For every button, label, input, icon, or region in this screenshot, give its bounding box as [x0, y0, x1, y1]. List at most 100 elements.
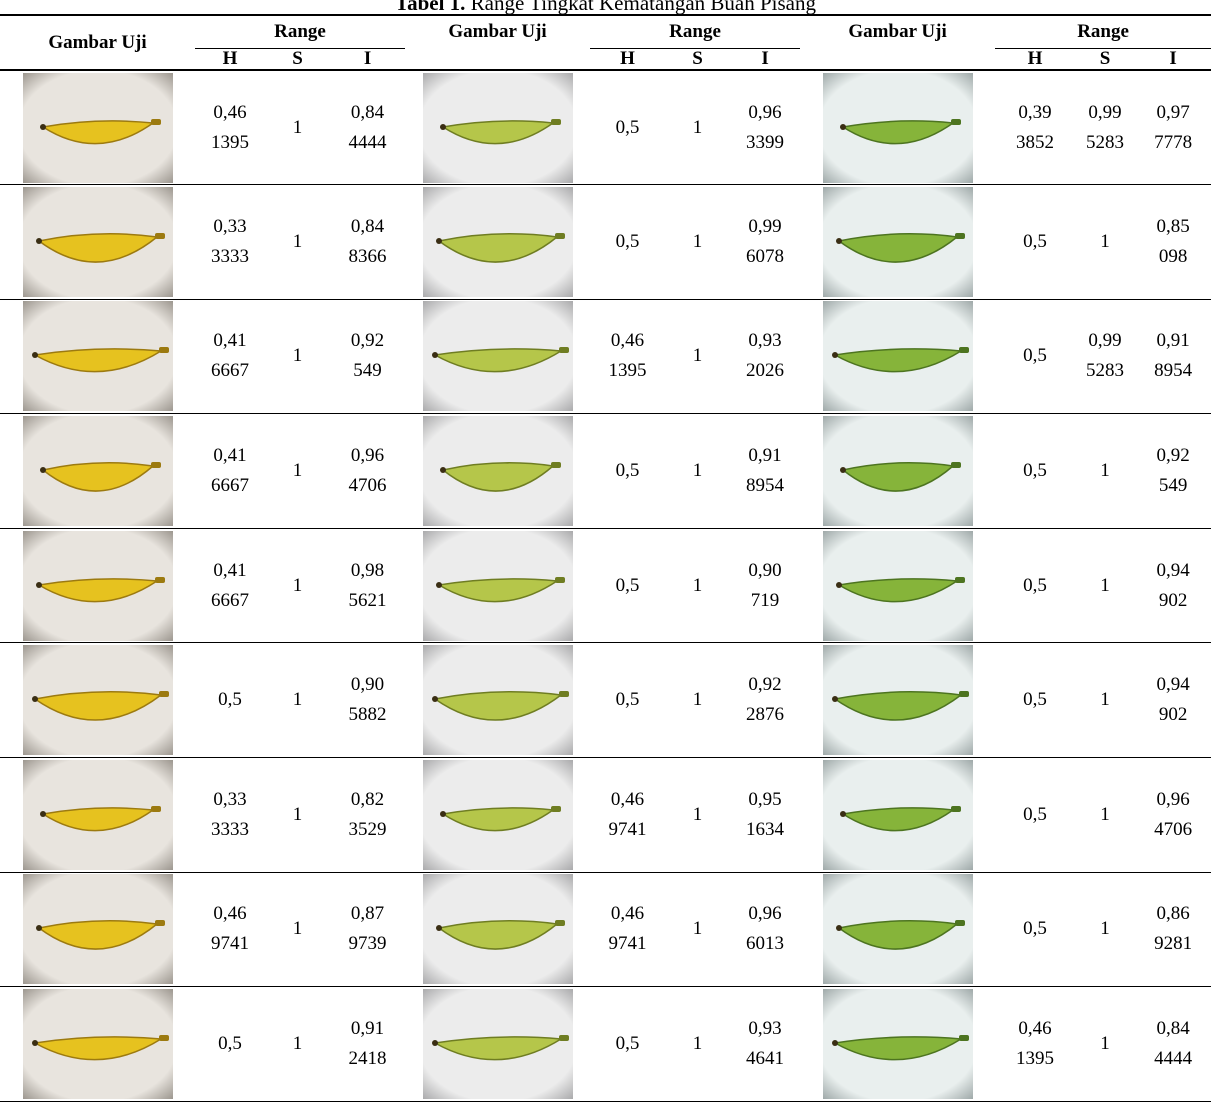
banana-photo [23, 187, 173, 297]
banana-stem [951, 462, 961, 468]
header-cell: I [1135, 49, 1211, 71]
banana-photo [823, 531, 973, 641]
value-cell: 0,934641 [730, 987, 800, 1102]
cell-value: 0,92549 [1153, 441, 1193, 501]
banana-tip [840, 467, 846, 473]
value-cell: 0,912418 [330, 987, 405, 1102]
image-cell [405, 987, 590, 1102]
cell-value: 0,966013 [745, 899, 785, 959]
banana-tip [436, 582, 442, 588]
value-cell: 1 [1075, 414, 1135, 529]
table-row: 0,41666710,9856210,510,907190,510,94902 [0, 528, 1211, 643]
banana-stem [551, 462, 561, 468]
banana-stem [151, 806, 161, 812]
header-cell [405, 49, 590, 71]
banana-tip [36, 238, 42, 244]
image-cell [405, 299, 590, 414]
value-cell: 0,918954 [1135, 299, 1211, 414]
cell-value: 1 [278, 456, 318, 486]
value-cell: 0,869281 [1135, 872, 1211, 987]
value-cell: 0,92549 [1135, 414, 1211, 529]
banana-tip [436, 238, 442, 244]
value-cell: 1 [665, 987, 730, 1102]
banana-photo [423, 301, 573, 411]
banana-photo [823, 187, 973, 297]
value-cell: 1 [1075, 185, 1135, 300]
banana-tip [832, 352, 838, 358]
cell-value: 1 [278, 1029, 318, 1059]
table-title: Tabel 1. Range Tingkat Kematangan Buah P… [0, 0, 1211, 14]
image-cell [800, 758, 995, 873]
banana-stem [555, 577, 565, 583]
cell-value: 0,5 [608, 113, 648, 143]
value-cell: 0,5 [995, 758, 1075, 873]
banana-photo [23, 989, 173, 1099]
value-cell: 0,5 [590, 70, 665, 185]
value-cell: 0,5 [195, 987, 265, 1102]
banana-tip [32, 352, 38, 358]
cell-value: 1 [678, 914, 718, 944]
value-cell: 0,461395 [590, 299, 665, 414]
cell-value: 1 [1085, 1029, 1125, 1059]
value-cell: 0,5 [995, 414, 1075, 529]
value-cell: 0,963399 [730, 70, 800, 185]
cell-value: 0,932026 [745, 326, 785, 386]
cell-value: 1 [278, 571, 318, 601]
banana-photo [23, 760, 173, 870]
cell-value: 0,416667 [210, 441, 250, 501]
banana-stem [155, 920, 165, 926]
value-cell: 0,5 [995, 643, 1075, 758]
image-cell [405, 643, 590, 758]
value-cell: 0,844444 [1135, 987, 1211, 1102]
cell-value: 0,934641 [745, 1014, 785, 1074]
banana-stem [559, 347, 569, 353]
banana-tip [440, 467, 446, 473]
cell-value: 0,823529 [348, 785, 388, 845]
banana-tip [40, 124, 46, 130]
cell-value: 1 [1085, 800, 1125, 830]
cell-value: 0,985621 [348, 556, 388, 616]
value-cell: 0,94902 [1135, 643, 1211, 758]
cell-value: 0,94902 [1153, 670, 1193, 730]
banana-tip [836, 238, 842, 244]
header-row: Gambar Uji Range Gambar Uji Range Gambar… [0, 15, 1211, 49]
value-cell: 1 [265, 185, 330, 300]
value-cell: 0,951634 [730, 758, 800, 873]
cell-value: 0,5 [1015, 800, 1055, 830]
cell-value: 0,333333 [210, 785, 250, 845]
image-cell [0, 414, 195, 529]
value-cell: 1 [665, 70, 730, 185]
cell-value: 1 [1085, 227, 1125, 257]
table-row: 0,46139510,8444440,510,9633990,3938520,9… [0, 70, 1211, 185]
cell-value: 1 [278, 800, 318, 830]
cell-value: 0,996078 [745, 212, 785, 272]
banana-stem [959, 347, 969, 353]
image-cell [405, 414, 590, 529]
banana-photo [23, 645, 173, 755]
cell-value: 0,85098 [1153, 212, 1193, 272]
cell-value: 0,5 [1015, 914, 1055, 944]
value-cell: 0,461395 [195, 70, 265, 185]
cell-value: 1 [278, 914, 318, 944]
image-cell [0, 185, 195, 300]
cell-value: 1 [278, 227, 318, 257]
banana-photo [423, 531, 573, 641]
image-cell [405, 528, 590, 643]
banana-tip [432, 696, 438, 702]
banana-photo [423, 874, 573, 984]
cell-value: 0,5 [1015, 571, 1055, 601]
header-cell: Range [590, 15, 800, 49]
banana-stem [959, 691, 969, 697]
banana-photo [23, 531, 173, 641]
value-cell: 0,848366 [330, 185, 405, 300]
banana-tip [40, 811, 46, 817]
cell-value: 0,5 [608, 1029, 648, 1059]
cell-value: 1 [678, 1029, 718, 1059]
banana-stem [151, 119, 161, 125]
cell-value: 1 [678, 113, 718, 143]
banana-photo [823, 874, 973, 984]
cell-value: 1 [1085, 571, 1125, 601]
